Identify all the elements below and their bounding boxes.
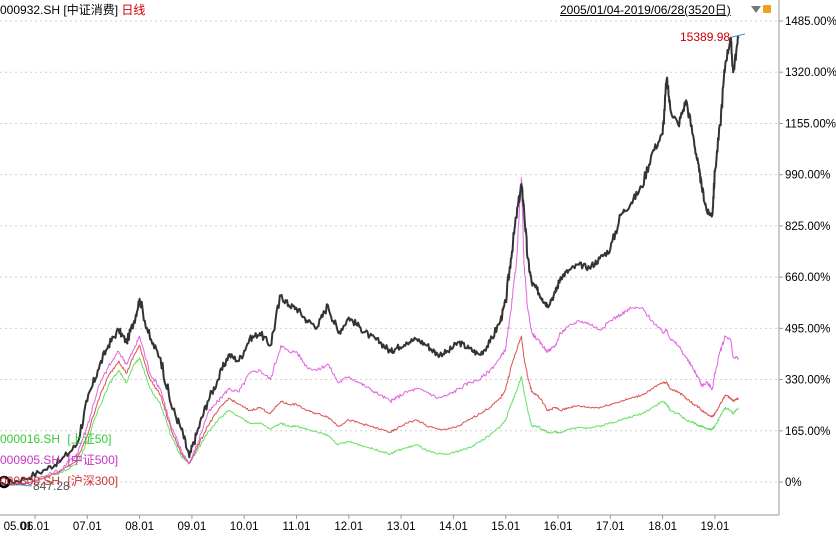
legend-name: [上证50] [67,432,111,446]
chart-header: 000932.SH [中证消费] 日线 [0,2,145,18]
x-tick-label: 17.01 [596,521,625,533]
x-tick-label: 11.01 [283,521,311,533]
legend-name: [沪深300] [67,474,118,488]
x-tick-label: 10.01 [230,521,259,533]
legend-symbol: 000016.SH [0,432,60,446]
y-tick-label: 990.00% [785,170,830,182]
x-tick-label: 19.01 [701,521,730,533]
x-tick-label: 16.01 [544,521,573,533]
y-tick-label: 330.00% [785,375,830,387]
symbol-code: 000932.SH [0,3,61,17]
legend-symbol: 000905.SH [0,453,60,467]
start-marker [0,475,11,489]
x-tick-label: 14.01 [439,521,468,533]
y-tick-label: 1320.00% [785,67,836,79]
start-value-label: 847.28 [33,479,70,493]
y-axis: 1485.00% 1320.00% 1155.00% 990.00% 825.00% 66… [779,16,836,489]
y-tick-label: 0% [785,477,802,489]
x-tick-label: 15.01 [491,521,520,533]
y-tick-label: 1155.00% [785,118,836,130]
legend-item-sse50[interactable]: 000016.SH [上证50] [0,432,111,446]
legend-item-csi500[interactable]: 000905.SH [中证500] [0,452,118,467]
series-line-sse50 [0,357,739,486]
index-name[interactable]: [中证消费] [63,3,119,17]
y-tick-label: 165.00% [785,426,830,438]
max-value-pointer [731,33,746,38]
legend-item-csi300[interactable]: 000300.SH [沪深300] [0,474,118,488]
x-tick-label: 06.01 [21,521,50,533]
x-tick-label: 07.01 [73,521,102,533]
series-layer [0,35,740,487]
x-tick-label: 09.01 [178,521,207,533]
start-pointer [9,483,33,487]
date-range[interactable]: 2005/01/04-2019/06/28(3520日) [560,2,731,18]
legend: 000016.SH [上证50] 000905.SH [中证500] 00030… [0,432,118,488]
legend-name: [中证500] [67,452,118,467]
y-tick-label: 495.00% [785,323,830,335]
x-tick-label: 05.01 [4,521,33,533]
series-line-csi500 [0,177,739,487]
x-tick-label: 12.01 [334,521,363,533]
x-tick-label: 13.01 [387,521,416,533]
dropdown-arrow-icon[interactable] [751,6,761,13]
series-line-consumer [0,35,740,486]
y-tick-label: 1485.00% [785,16,836,28]
y-tick-label: 825.00% [785,221,830,233]
x-tick-label: 18.01 [648,521,677,533]
max-value-label: 15389.98 [680,30,730,44]
y-tick-label: 660.00% [785,272,830,284]
lock-icon[interactable] [763,5,771,13]
series-line-csi300 [0,335,739,487]
x-tick-label: 08.01 [125,521,154,533]
date-range-text: 2005/01/04-2019/06/28(3520日) [560,3,731,17]
period-label[interactable]: 日线 [121,3,146,17]
legend-symbol: 000300.SH [0,474,60,488]
